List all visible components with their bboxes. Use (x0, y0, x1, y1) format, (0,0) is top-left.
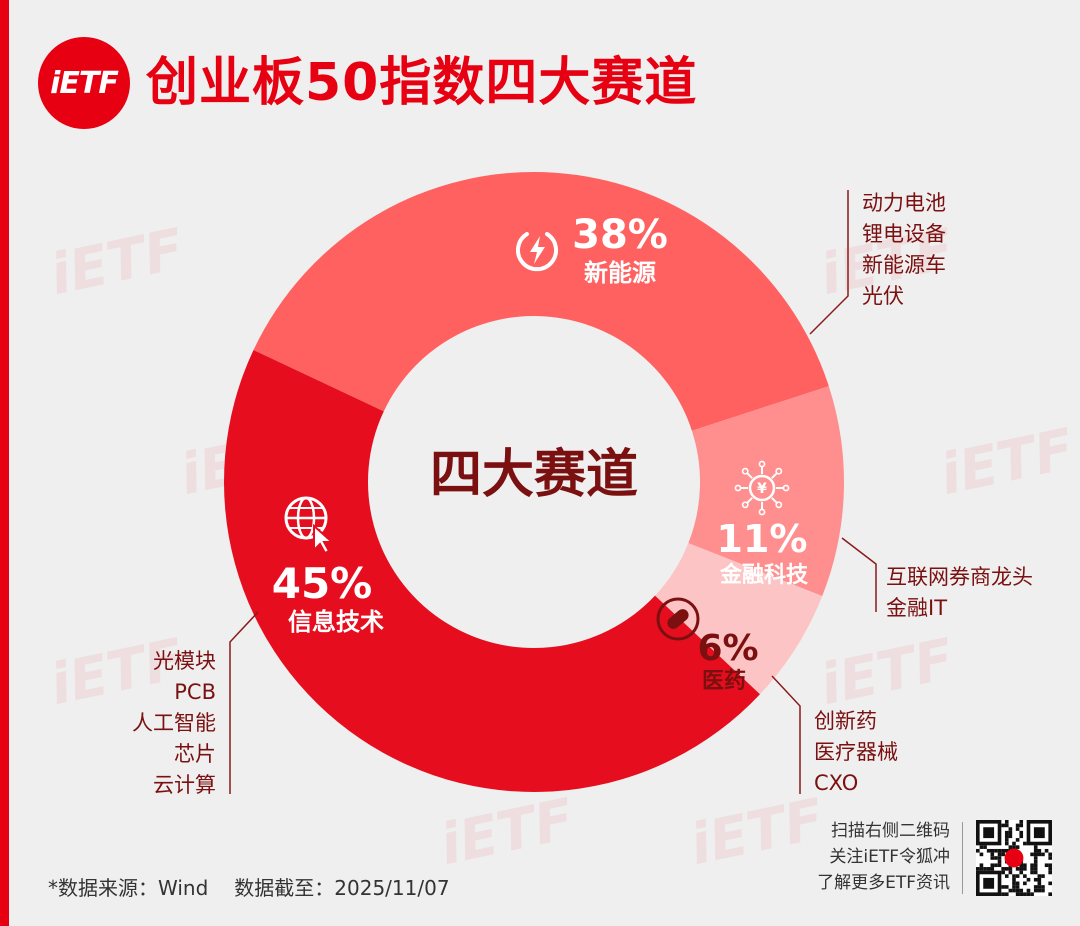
subsector-list-it: 光模块 PCB 人工智能芯片云计算 (132, 646, 216, 801)
subsector-item: CXO (814, 771, 859, 795)
segment-fintech (688, 386, 844, 597)
segment-name-label: 医药 (702, 669, 746, 694)
segment-name-label: 金融科技 (719, 562, 809, 588)
qr-caption-line: 了解更多ETF资讯 (817, 873, 950, 893)
header: iETF 创业板50指数四大赛道 (38, 37, 698, 129)
left-accent-bar (0, 0, 9, 926)
segment-percent-label: 11% (717, 517, 808, 561)
subsector-item: 创新药 (814, 709, 877, 733)
subsector-list-energy: 动力电池锂电设备新能源车光伏 (862, 188, 946, 312)
subsector-item: 锂电设备 (862, 222, 946, 246)
date-text: 数据截至：2025/11/07 (234, 876, 450, 900)
subsector-item: 动力电池 (862, 191, 946, 215)
leader-line-fintech (841, 537, 877, 612)
footer-source: *数据来源：Wind 数据截至：2025/11/07 (48, 872, 476, 901)
subsector-item: 光伏 (862, 284, 904, 308)
segment-percent-label: 45% (272, 559, 373, 608)
segment-name-label: 新能源 (584, 259, 656, 287)
yuan-circuit-icon: ¥ (734, 460, 790, 516)
logo-text: iETF (50, 65, 119, 101)
globe-cursor-icon (284, 496, 335, 555)
subsector-item: 金融IT (886, 596, 948, 620)
leader-line-it (229, 611, 259, 794)
segment-energy (253, 171, 829, 431)
leader-line-energy (809, 190, 849, 335)
pill-icon (656, 597, 700, 641)
segment-pharma (655, 543, 823, 695)
subsector-list-pharma: 创新药医疗器械 CXO (814, 706, 898, 799)
subsector-item: 芯片 (174, 742, 216, 766)
segment-it (224, 350, 760, 792)
center-label: 四大赛道 (430, 445, 638, 505)
leader-line-pharma (771, 675, 801, 794)
page-title: 创业板50指数四大赛道 (146, 53, 698, 113)
qr-code[interactable] (976, 820, 1052, 896)
segment-percent-label: 38% (572, 212, 668, 258)
subsector-list-fintech: 互联网券商龙头 金融IT (886, 562, 1033, 624)
subsector-item: 新能源车 (862, 253, 946, 277)
svg-text:¥: ¥ (757, 481, 767, 497)
ietf-logo: iETF (38, 37, 130, 129)
lightning-icon (516, 232, 558, 272)
segment-name-label: 信息技术 (288, 608, 384, 636)
subsector-item: 医疗器械 (814, 740, 898, 764)
subsector-item: PCB (174, 680, 216, 704)
qr-divider (962, 822, 963, 894)
source-text: *数据来源：Wind (48, 876, 209, 900)
segment-percent-label: 6% (697, 628, 758, 669)
subsector-item: 光模块 (153, 649, 216, 673)
qr-caption-line: 扫描右侧二维码 (831, 821, 950, 841)
qr-caption: 扫描右侧二维码 关注iETF令狐冲 了解更多ETF资讯 (817, 818, 950, 896)
subsector-item: 云计算 (153, 773, 216, 797)
subsector-item: 互联网券商龙头 (886, 565, 1033, 589)
subsector-item: 人工智能 (132, 711, 216, 735)
qr-caption-line: 关注iETF令狐冲 (829, 847, 950, 867)
